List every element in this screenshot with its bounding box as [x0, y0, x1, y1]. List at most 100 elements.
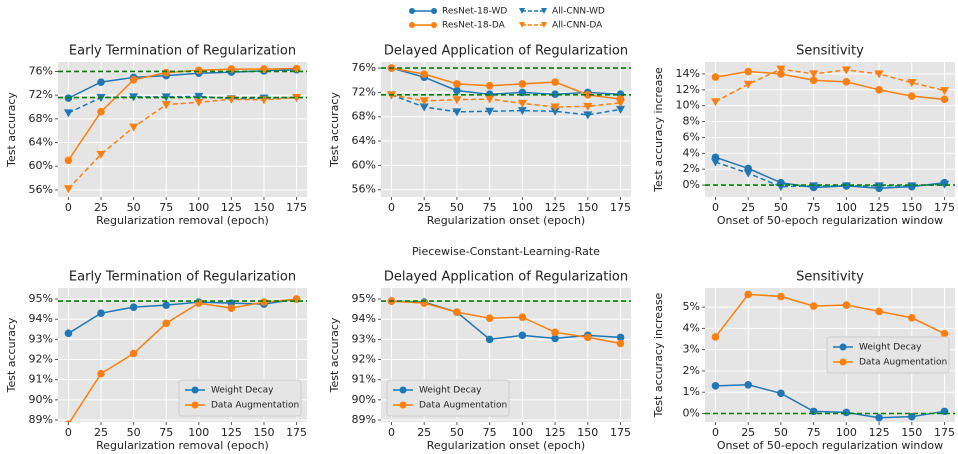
x-tick-label: 175 — [286, 201, 307, 214]
series-line — [391, 94, 621, 116]
x-tick-label: 0 — [388, 201, 395, 214]
marker — [129, 303, 138, 311]
marker — [777, 70, 785, 78]
marker — [129, 75, 138, 84]
series-line — [391, 94, 621, 108]
x-tick-label: 150 — [253, 426, 274, 439]
marker — [194, 98, 204, 107]
series-line — [715, 384, 945, 419]
marker — [908, 412, 916, 421]
plot-area — [705, 62, 955, 197]
x-tick-label: 125 — [545, 201, 566, 214]
y-tick-label: 93% — [29, 332, 53, 345]
x-tick-label: 175 — [934, 201, 955, 214]
chart-title: Sensitivity — [796, 44, 864, 59]
marker — [419, 97, 429, 106]
marker — [841, 66, 851, 75]
x-axis-label: Onset of 50-epoch regularization window — [717, 439, 943, 452]
y-tick-label: 56% — [352, 183, 376, 196]
y-tick-label: 60% — [352, 158, 376, 171]
legend-marker — [409, 22, 415, 28]
marker — [63, 185, 73, 194]
x-tick-label: 175 — [934, 426, 955, 439]
y-axis-label: Test accuracy — [328, 92, 341, 168]
x-tick-label: 150 — [577, 426, 598, 439]
marker — [420, 70, 428, 78]
marker — [744, 380, 752, 389]
legend-marker — [839, 343, 847, 351]
y-axis-label: Test accuracy — [5, 317, 18, 393]
y-tick-label: 94% — [29, 312, 53, 325]
legend-label: Weight Decay — [419, 386, 482, 396]
series-line — [391, 67, 621, 100]
series-line — [391, 300, 621, 345]
marker — [550, 103, 560, 112]
legend-marker — [519, 22, 525, 28]
x-tick-label: 125 — [221, 426, 242, 439]
x-tick-label: 0 — [65, 426, 72, 439]
x-tick-label: 50 — [450, 201, 464, 214]
y-tick-label: 68% — [29, 112, 53, 125]
marker — [551, 328, 559, 337]
y-tick-label: 95% — [29, 292, 53, 305]
y-tick-label: 2% — [683, 364, 700, 377]
marker — [940, 87, 950, 96]
legend-label: Data Augmentation — [419, 401, 507, 411]
marker — [583, 102, 593, 111]
marker — [97, 107, 105, 116]
marker — [583, 111, 593, 120]
marker — [584, 91, 592, 99]
marker — [744, 290, 752, 299]
x-tick-label: 100 — [512, 426, 533, 439]
legend-label: All-CNN-DA — [552, 21, 603, 31]
y-axis-label: Test accuracy increase — [652, 292, 665, 418]
marker — [517, 107, 527, 116]
x-tick-label: 0 — [712, 201, 719, 214]
marker — [292, 64, 301, 73]
y-tick-label: 2% — [683, 162, 700, 175]
marker — [842, 301, 851, 309]
y-tick-label: 72% — [29, 88, 53, 101]
marker — [616, 105, 626, 114]
y-tick-label: 12% — [676, 83, 700, 96]
marker — [485, 335, 494, 344]
marker — [453, 80, 461, 88]
legend-marker — [541, 8, 547, 14]
marker — [518, 313, 527, 322]
marker — [453, 86, 461, 95]
marker — [485, 314, 494, 323]
marker — [710, 158, 720, 167]
chart-title: Sensitivity — [796, 270, 864, 285]
x-tick-label: 50 — [127, 426, 141, 439]
marker — [162, 319, 171, 328]
y-tick-label: 1% — [683, 385, 700, 398]
x-tick-label: 75 — [159, 201, 173, 214]
marker — [874, 70, 884, 79]
y-tick-label: 64% — [352, 134, 376, 147]
marker — [518, 80, 527, 88]
y-tick-label: 90% — [29, 393, 53, 406]
x-tick-label: 125 — [869, 426, 890, 439]
marker — [940, 329, 949, 338]
legend-label: ResNet-18-WD — [442, 7, 507, 17]
marker — [908, 92, 916, 100]
marker — [517, 99, 527, 108]
marker — [551, 90, 559, 99]
marker — [940, 95, 949, 104]
marker — [129, 123, 139, 132]
x-tick-label: 100 — [188, 201, 209, 214]
plot — [705, 290, 955, 422]
marker — [64, 329, 73, 338]
legend-label: Data Augmentation — [211, 401, 299, 411]
x-tick-label: 25 — [741, 201, 755, 214]
legend-box — [386, 379, 510, 417]
marker — [551, 334, 559, 343]
legend-label: All-CNN-WD — [552, 7, 605, 17]
marker — [710, 98, 720, 107]
marker — [908, 313, 916, 322]
y-tick-label: 64% — [29, 136, 53, 149]
series-line — [68, 298, 297, 334]
y-tick-label: 60% — [29, 159, 53, 172]
y-axis-label: Test accuracy — [328, 317, 341, 393]
marker — [485, 95, 495, 104]
